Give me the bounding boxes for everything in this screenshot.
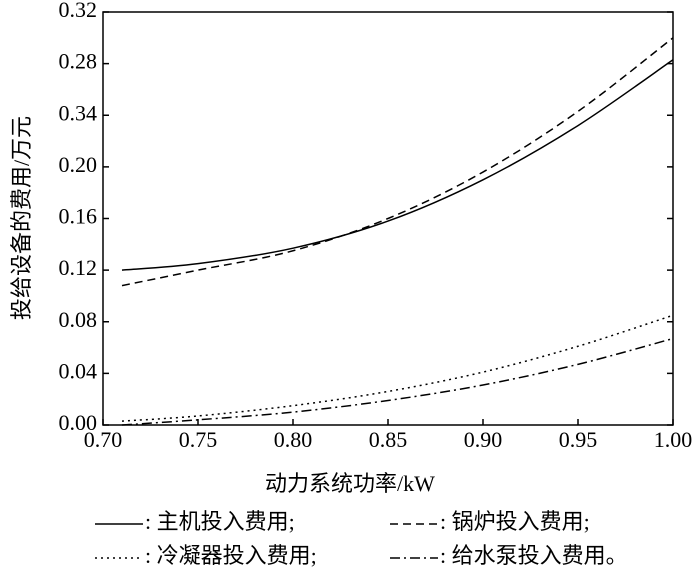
y-tick-label: 0.32 <box>59 0 98 22</box>
y-tick-label: 0.28 <box>59 49 98 74</box>
y-tick-label: 0.00 <box>59 410 98 435</box>
series-line <box>121 314 674 422</box>
y-tick-label: 0.16 <box>59 204 98 229</box>
legend-label: : 给水泵投入费用。 <box>440 543 628 568</box>
x-tick-label: 0.80 <box>274 427 313 452</box>
y-tick-label: 0.34 <box>59 100 98 125</box>
x-tick-label: 0.90 <box>464 427 503 452</box>
y-tick-label: 0.08 <box>59 307 98 332</box>
x-tick-label: 1.00 <box>654 427 693 452</box>
x-tick-label: 0.85 <box>369 427 408 452</box>
y-tick-label: 0.20 <box>59 152 98 177</box>
legend-label: : 冷凝器投入费用; <box>145 543 317 568</box>
x-tick-label: 0.70 <box>84 427 123 452</box>
series-line <box>121 37 674 287</box>
series-line <box>121 337 674 426</box>
x-tick-label: 0.95 <box>559 427 598 452</box>
x-tick-label: 0.75 <box>179 427 218 452</box>
legend-label: : 锅炉投入费用; <box>440 509 590 534</box>
y-axis-label: 投给设备的费用/万元 <box>9 116 34 320</box>
y-tick-label: 0.12 <box>59 255 98 280</box>
y-tick-label: 0.04 <box>59 358 98 383</box>
legend-label: : 主机投入费用; <box>145 509 295 534</box>
x-axis-label: 动力系统功率/kW <box>265 471 435 496</box>
series-line <box>121 59 674 271</box>
